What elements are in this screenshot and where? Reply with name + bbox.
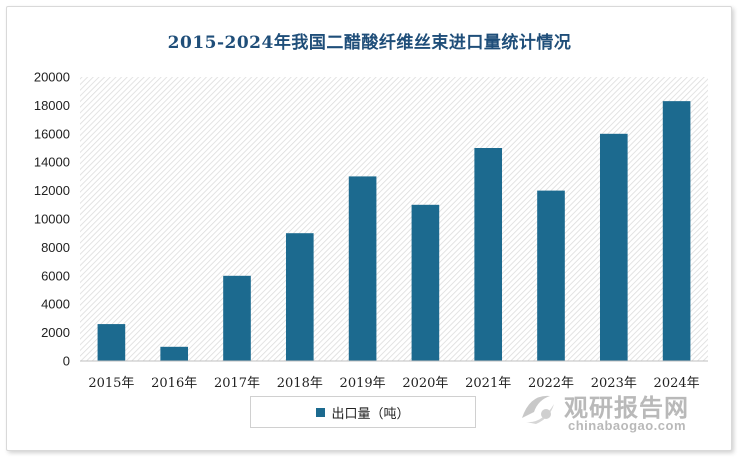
x-tick-label: 2017年 bbox=[214, 376, 260, 391]
x-tick-label: 2023年 bbox=[591, 376, 637, 391]
x-tick-label: 2021年 bbox=[465, 376, 511, 391]
watermark-cn: 观研报告网 bbox=[564, 394, 689, 422]
y-tick-label: 4000 bbox=[41, 297, 70, 312]
y-tick-label: 6000 bbox=[41, 268, 70, 283]
x-tick-label: 2018年 bbox=[277, 376, 323, 391]
bar bbox=[411, 204, 440, 361]
legend-swatch bbox=[316, 407, 326, 417]
y-tick-label: 18000 bbox=[34, 98, 70, 113]
y-tick-label: 0 bbox=[63, 354, 70, 369]
chart-title: 2015-2024年我国二醋酸纤维丝束进口量统计情况 bbox=[167, 33, 572, 53]
bar bbox=[223, 275, 251, 361]
x-tick-label: 2022年 bbox=[528, 376, 574, 391]
bar bbox=[662, 101, 691, 361]
bar bbox=[97, 324, 126, 361]
bar bbox=[160, 346, 189, 361]
legend-label: 出口量（吨） bbox=[331, 406, 410, 422]
watermark-en: chinabaogao.com bbox=[568, 418, 687, 433]
y-tick-label: 10000 bbox=[34, 212, 70, 227]
legend: 出口量（吨） bbox=[250, 396, 476, 428]
bar bbox=[348, 176, 377, 361]
y-tick-label: 2000 bbox=[41, 325, 70, 340]
y-tick-label: 12000 bbox=[34, 183, 70, 198]
y-tick-label: 14000 bbox=[34, 155, 70, 170]
bar bbox=[474, 148, 503, 361]
x-tick-label: 2019年 bbox=[340, 376, 386, 391]
x-tick-label: 2015年 bbox=[88, 376, 134, 391]
y-tick-label: 16000 bbox=[34, 126, 70, 141]
x-tick-label: 2016年 bbox=[151, 376, 197, 391]
x-tick-label: 2020年 bbox=[402, 376, 448, 391]
watermark-logo-icon bbox=[522, 395, 554, 424]
y-tick-label: 20000 bbox=[34, 70, 70, 85]
bar bbox=[285, 233, 314, 361]
bar bbox=[537, 190, 565, 361]
watermark: 观研报告网 chinabaogao.com bbox=[516, 386, 726, 442]
bar bbox=[599, 133, 628, 361]
x-tick-label: 2024年 bbox=[654, 376, 700, 391]
y-tick-label: 8000 bbox=[41, 240, 70, 255]
